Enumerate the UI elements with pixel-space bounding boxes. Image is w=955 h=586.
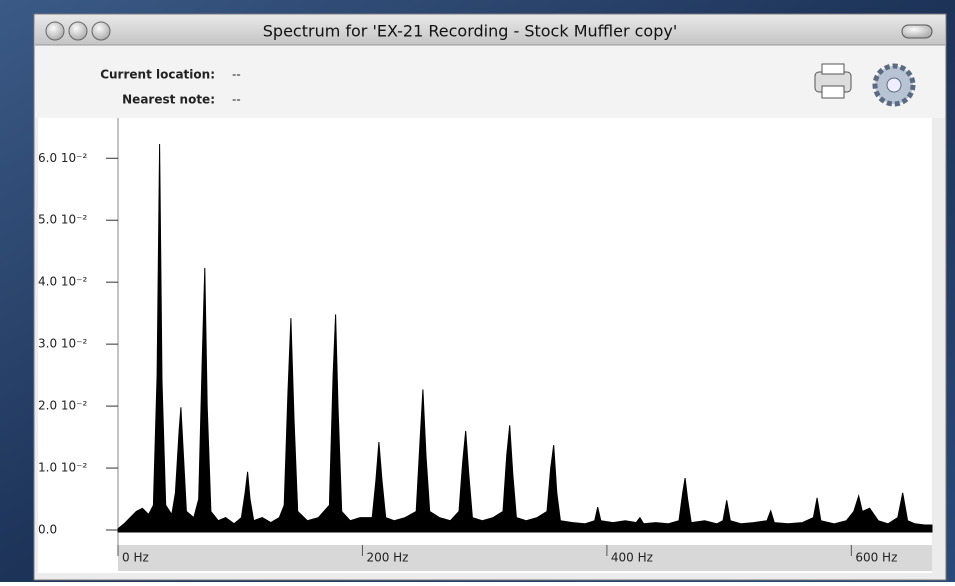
printer-output [822, 86, 844, 98]
note-label: Nearest note: [122, 93, 215, 107]
close-button[interactable] [46, 22, 64, 40]
window-title: Spectrum for 'EX-21 Recording - Stock Mu… [263, 22, 677, 41]
x-tick-label: 600 Hz [855, 551, 897, 565]
minimize-button[interactable] [69, 22, 87, 40]
y-tick-label: 1.0 10⁻² [38, 461, 88, 475]
toolbar [35, 45, 945, 118]
gear-hub [887, 78, 901, 92]
y-tick-label: 6.0 10⁻² [38, 151, 88, 165]
x-tick-label: 400 Hz [611, 551, 653, 565]
screen: Spectrum for 'EX-21 Recording - Stock Mu… [0, 0, 955, 582]
settings-button[interactable] [875, 66, 913, 104]
toolbar-toggle[interactable] [902, 25, 932, 38]
x-axis-strip [118, 545, 932, 571]
y-tick-label: 5.0 10⁻² [38, 213, 88, 227]
y-tick-label: 4.0 10⁻² [38, 275, 88, 289]
y-tick-label: 3.0 10⁻² [38, 337, 88, 351]
x-tick-label: 200 Hz [366, 551, 408, 565]
location-label: Current location: [100, 68, 215, 82]
x-tick-label: 0 Hz [122, 551, 149, 565]
location-value: -- [232, 68, 241, 82]
y-tick-label: 2.0 10⁻² [38, 399, 88, 413]
printer-paper [822, 64, 844, 74]
plot-area [38, 118, 932, 573]
zoom-button[interactable] [92, 22, 110, 40]
page: Spectrum for 'EX-21 Recording - Stock Mu… [0, 0, 955, 582]
note-value: -- [232, 93, 241, 107]
y-tick-label: 0.0 [38, 523, 57, 537]
